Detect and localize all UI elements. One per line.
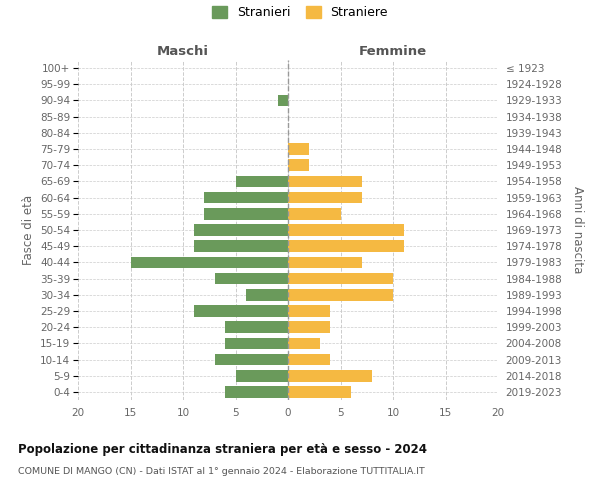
Bar <box>288 176 361 188</box>
Y-axis label: Anni di nascita: Anni di nascita <box>571 186 584 274</box>
Bar <box>288 322 330 333</box>
Bar <box>288 386 351 398</box>
Bar <box>288 289 393 300</box>
Bar <box>193 305 288 317</box>
Bar <box>288 338 320 349</box>
Bar <box>288 224 404 236</box>
Text: Femmine: Femmine <box>359 44 427 58</box>
Bar <box>277 94 288 106</box>
Bar <box>193 224 288 236</box>
Bar <box>288 370 372 382</box>
Legend: Stranieri, Straniere: Stranieri, Straniere <box>212 6 388 19</box>
Text: COMUNE DI MANGO (CN) - Dati ISTAT al 1° gennaio 2024 - Elaborazione TUTTITALIA.I: COMUNE DI MANGO (CN) - Dati ISTAT al 1° … <box>18 468 425 476</box>
Bar <box>235 370 288 382</box>
Y-axis label: Fasce di età: Fasce di età <box>22 195 35 265</box>
Bar <box>288 256 361 268</box>
Bar <box>288 272 393 284</box>
Bar <box>288 143 309 155</box>
Bar <box>204 208 288 220</box>
Bar <box>246 289 288 300</box>
Bar <box>288 192 361 203</box>
Bar <box>288 354 330 366</box>
Bar <box>225 322 288 333</box>
Bar <box>235 176 288 188</box>
Text: Popolazione per cittadinanza straniera per età e sesso - 2024: Popolazione per cittadinanza straniera p… <box>18 442 427 456</box>
Bar <box>215 354 288 366</box>
Bar <box>288 305 330 317</box>
Bar <box>225 386 288 398</box>
Bar <box>288 160 309 171</box>
Bar <box>193 240 288 252</box>
Bar <box>288 208 341 220</box>
Bar <box>215 272 288 284</box>
Bar <box>225 338 288 349</box>
Bar <box>131 256 288 268</box>
Text: Maschi: Maschi <box>157 44 209 58</box>
Bar <box>204 192 288 203</box>
Bar <box>288 240 404 252</box>
